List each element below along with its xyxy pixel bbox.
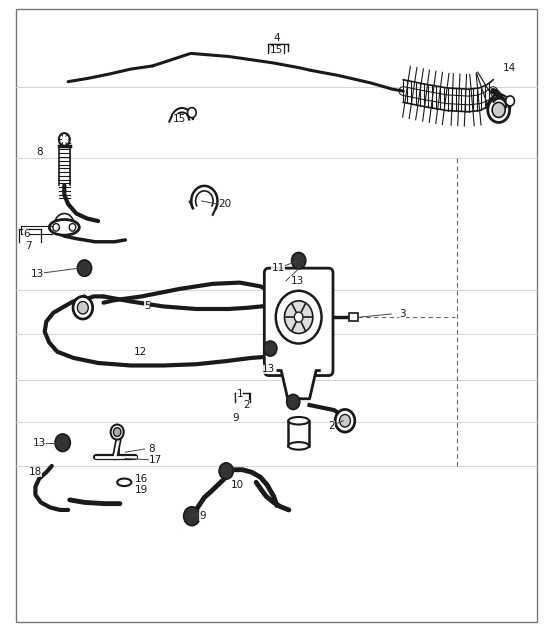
Circle shape [340, 414, 350, 427]
Circle shape [54, 214, 74, 236]
Text: 12: 12 [134, 347, 147, 357]
Bar [349, 313, 358, 321]
Circle shape [187, 107, 196, 117]
Text: 13: 13 [31, 269, 44, 279]
Circle shape [488, 97, 510, 122]
Text: 15: 15 [270, 45, 283, 55]
Circle shape [506, 96, 514, 106]
Circle shape [284, 301, 313, 333]
Text: 5: 5 [144, 301, 150, 311]
Bar [288, 421, 309, 446]
Circle shape [59, 133, 70, 146]
Circle shape [73, 296, 93, 319]
Circle shape [335, 409, 355, 432]
Circle shape [292, 252, 306, 269]
Text: 19: 19 [135, 485, 148, 495]
Text: 8: 8 [36, 147, 43, 157]
Text: 2: 2 [243, 400, 250, 410]
Circle shape [276, 291, 322, 344]
Ellipse shape [117, 479, 131, 486]
Text: 2: 2 [328, 421, 335, 431]
Text: 15: 15 [173, 114, 186, 124]
Text: 7: 7 [25, 241, 32, 251]
Text: 3: 3 [399, 309, 405, 319]
Circle shape [113, 428, 121, 436]
Text: 4: 4 [273, 33, 280, 43]
Ellipse shape [288, 442, 309, 450]
Circle shape [53, 224, 59, 231]
Text: 18: 18 [29, 467, 42, 477]
Circle shape [287, 394, 300, 409]
Circle shape [294, 312, 303, 322]
Text: 17: 17 [149, 455, 162, 465]
Circle shape [264, 341, 277, 356]
Text: 10: 10 [231, 480, 244, 490]
Text: 13: 13 [290, 276, 304, 286]
Circle shape [111, 425, 124, 440]
Circle shape [492, 102, 505, 117]
Text: 14: 14 [503, 63, 516, 73]
Circle shape [69, 224, 76, 231]
Text: 20: 20 [219, 199, 232, 209]
Circle shape [77, 260, 92, 276]
Ellipse shape [288, 417, 309, 425]
Text: 13: 13 [33, 438, 46, 448]
Ellipse shape [49, 219, 80, 236]
Text: 16: 16 [135, 474, 148, 484]
Circle shape [55, 434, 70, 452]
Circle shape [219, 463, 233, 479]
Text: 9: 9 [232, 413, 239, 423]
Circle shape [77, 301, 88, 314]
FancyBboxPatch shape [264, 268, 333, 376]
Text: 8: 8 [148, 444, 155, 454]
Text: 11: 11 [271, 263, 284, 273]
Circle shape [184, 507, 200, 526]
Polygon shape [278, 371, 319, 399]
Text: 13: 13 [262, 364, 275, 374]
Text: 6: 6 [23, 229, 29, 239]
Circle shape [292, 253, 305, 268]
Text: 1: 1 [237, 389, 243, 399]
Text: 9: 9 [199, 511, 206, 521]
